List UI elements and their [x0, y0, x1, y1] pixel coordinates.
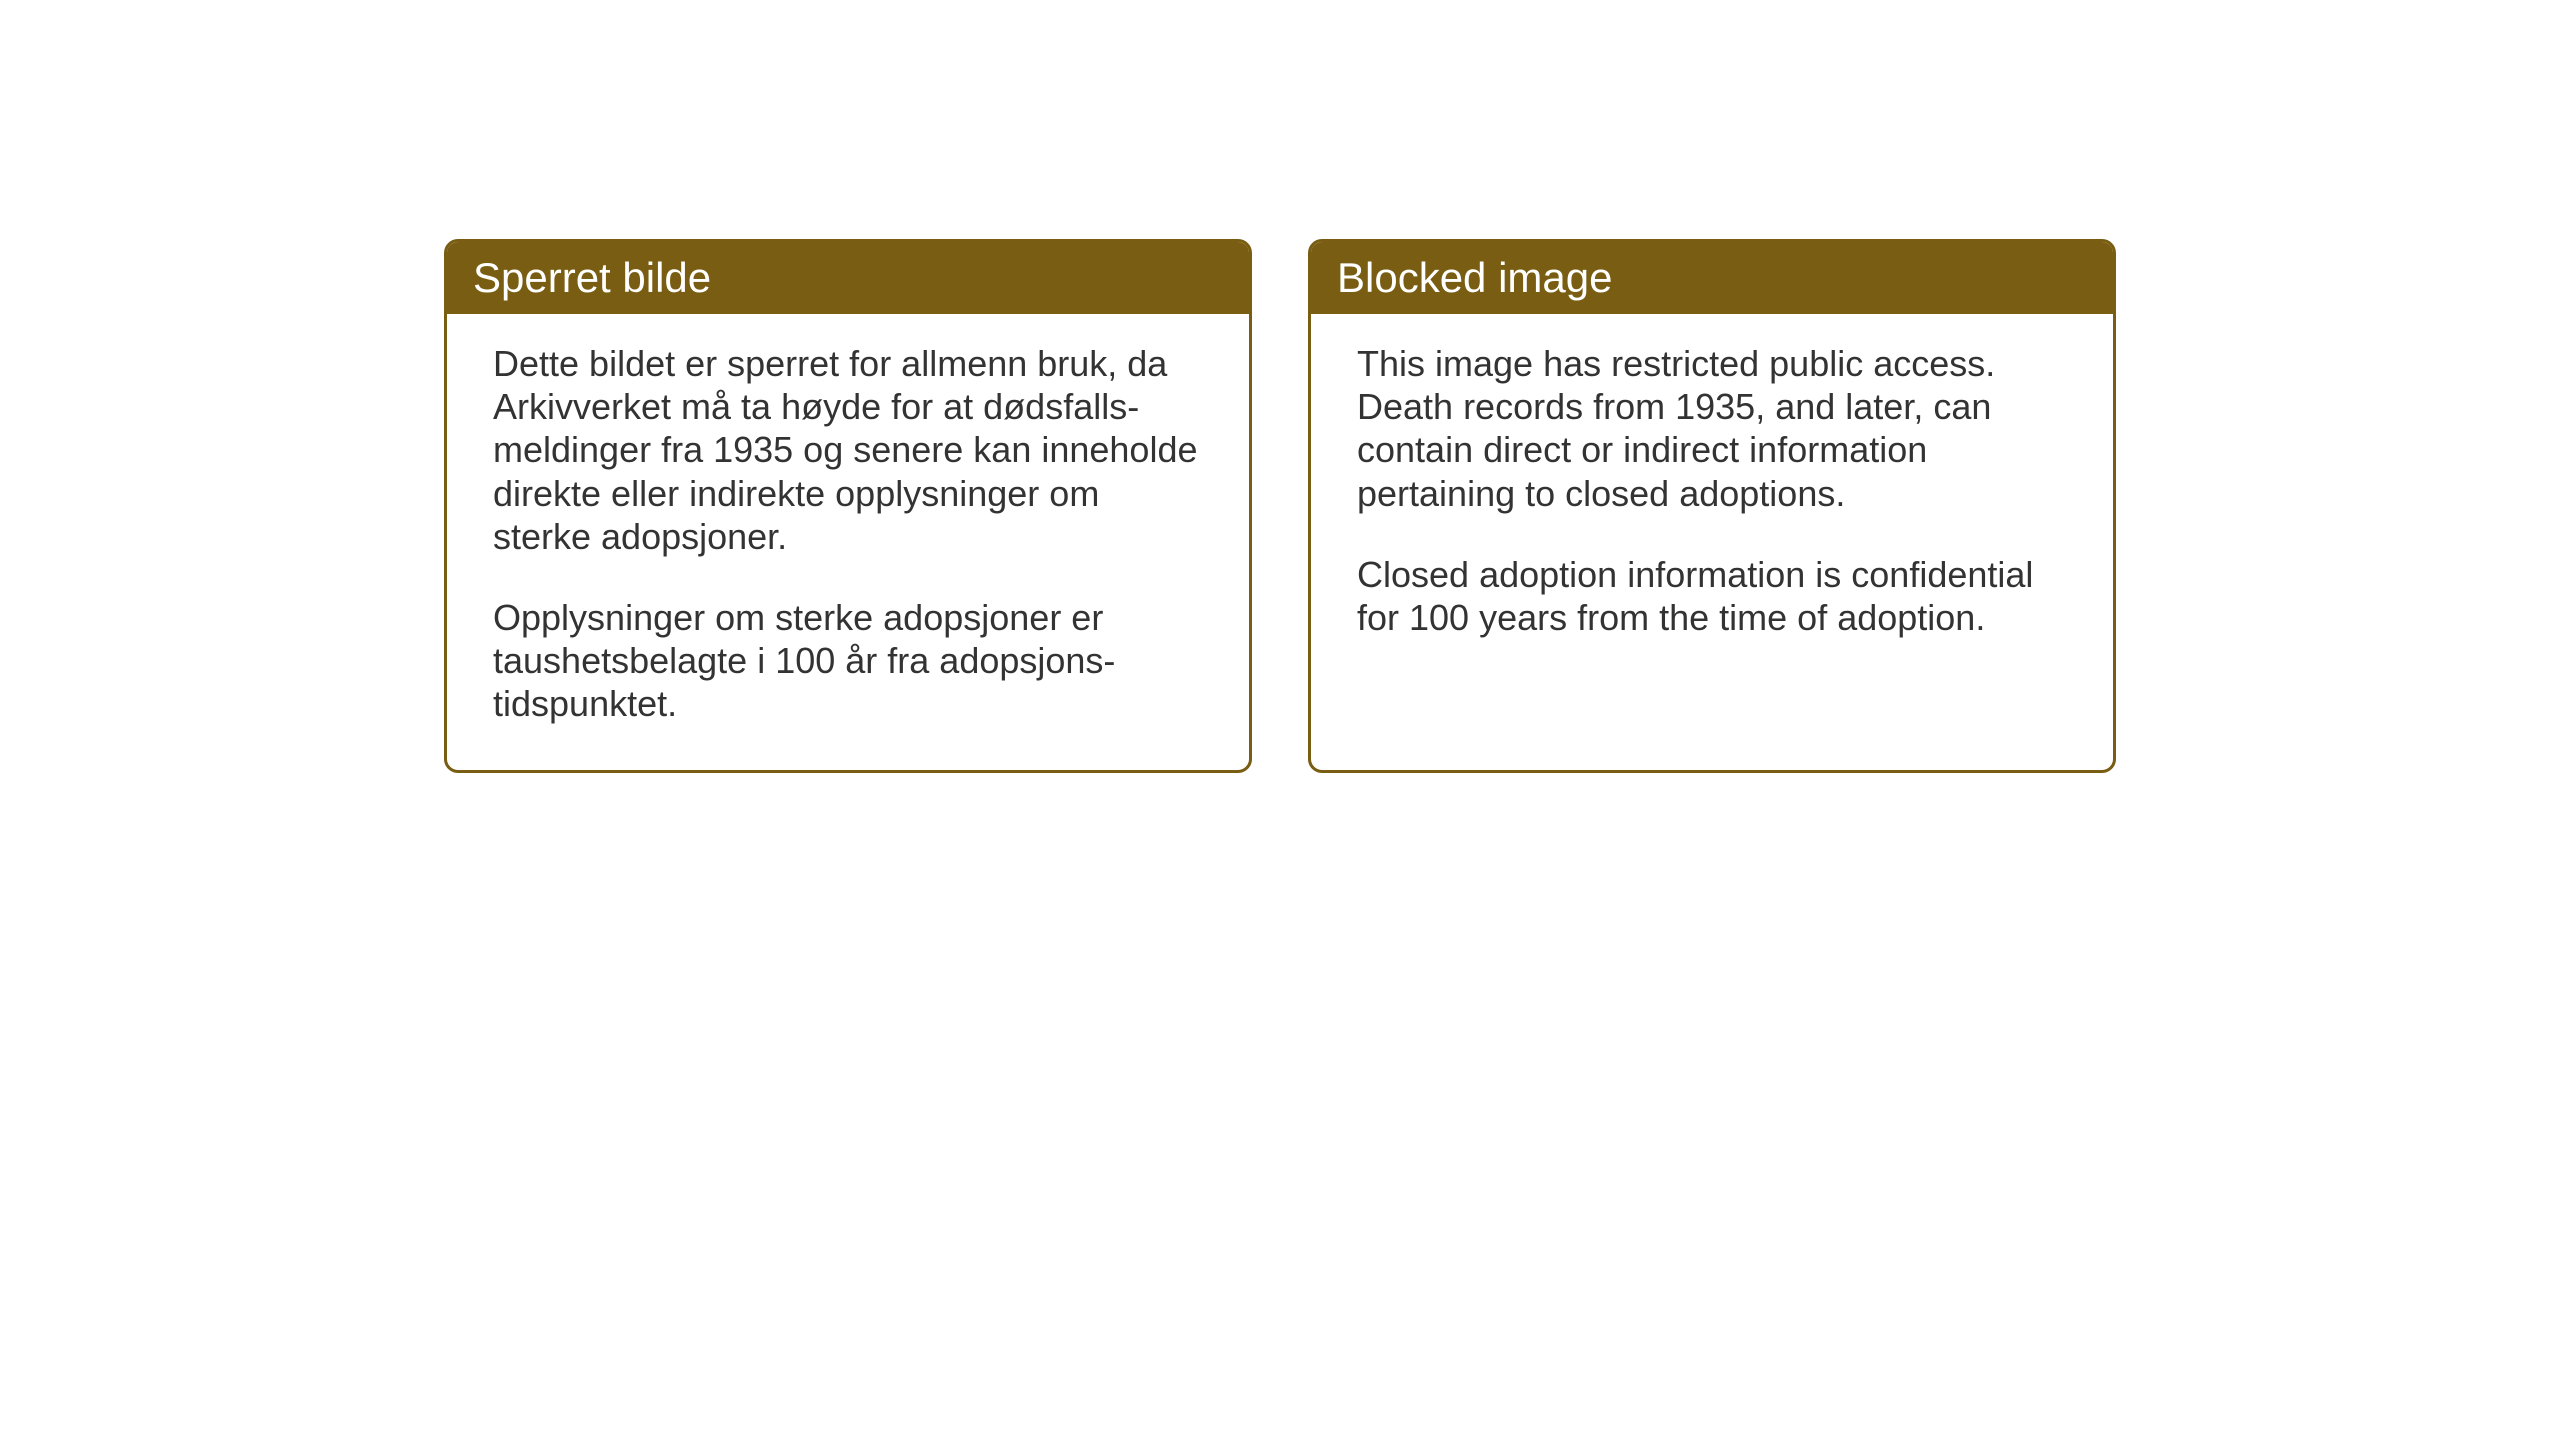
notice-container: Sperret bilde Dette bildet er sperret fo…	[444, 239, 2116, 773]
notice-card-english: Blocked image This image has restricted …	[1308, 239, 2116, 773]
card-title: Blocked image	[1337, 254, 1612, 301]
card-body-norwegian: Dette bildet er sperret for allmenn bruk…	[447, 314, 1249, 770]
card-header-english: Blocked image	[1311, 242, 2113, 314]
notice-paragraph: Dette bildet er sperret for allmenn bruk…	[493, 342, 1203, 558]
card-body-english: This image has restricted public access.…	[1311, 314, 2113, 683]
notice-paragraph: This image has restricted public access.…	[1357, 342, 2067, 515]
notice-card-norwegian: Sperret bilde Dette bildet er sperret fo…	[444, 239, 1252, 773]
notice-paragraph: Opplysninger om sterke adopsjoner er tau…	[493, 596, 1203, 726]
card-header-norwegian: Sperret bilde	[447, 242, 1249, 314]
card-title: Sperret bilde	[473, 254, 711, 301]
notice-paragraph: Closed adoption information is confident…	[1357, 553, 2067, 639]
